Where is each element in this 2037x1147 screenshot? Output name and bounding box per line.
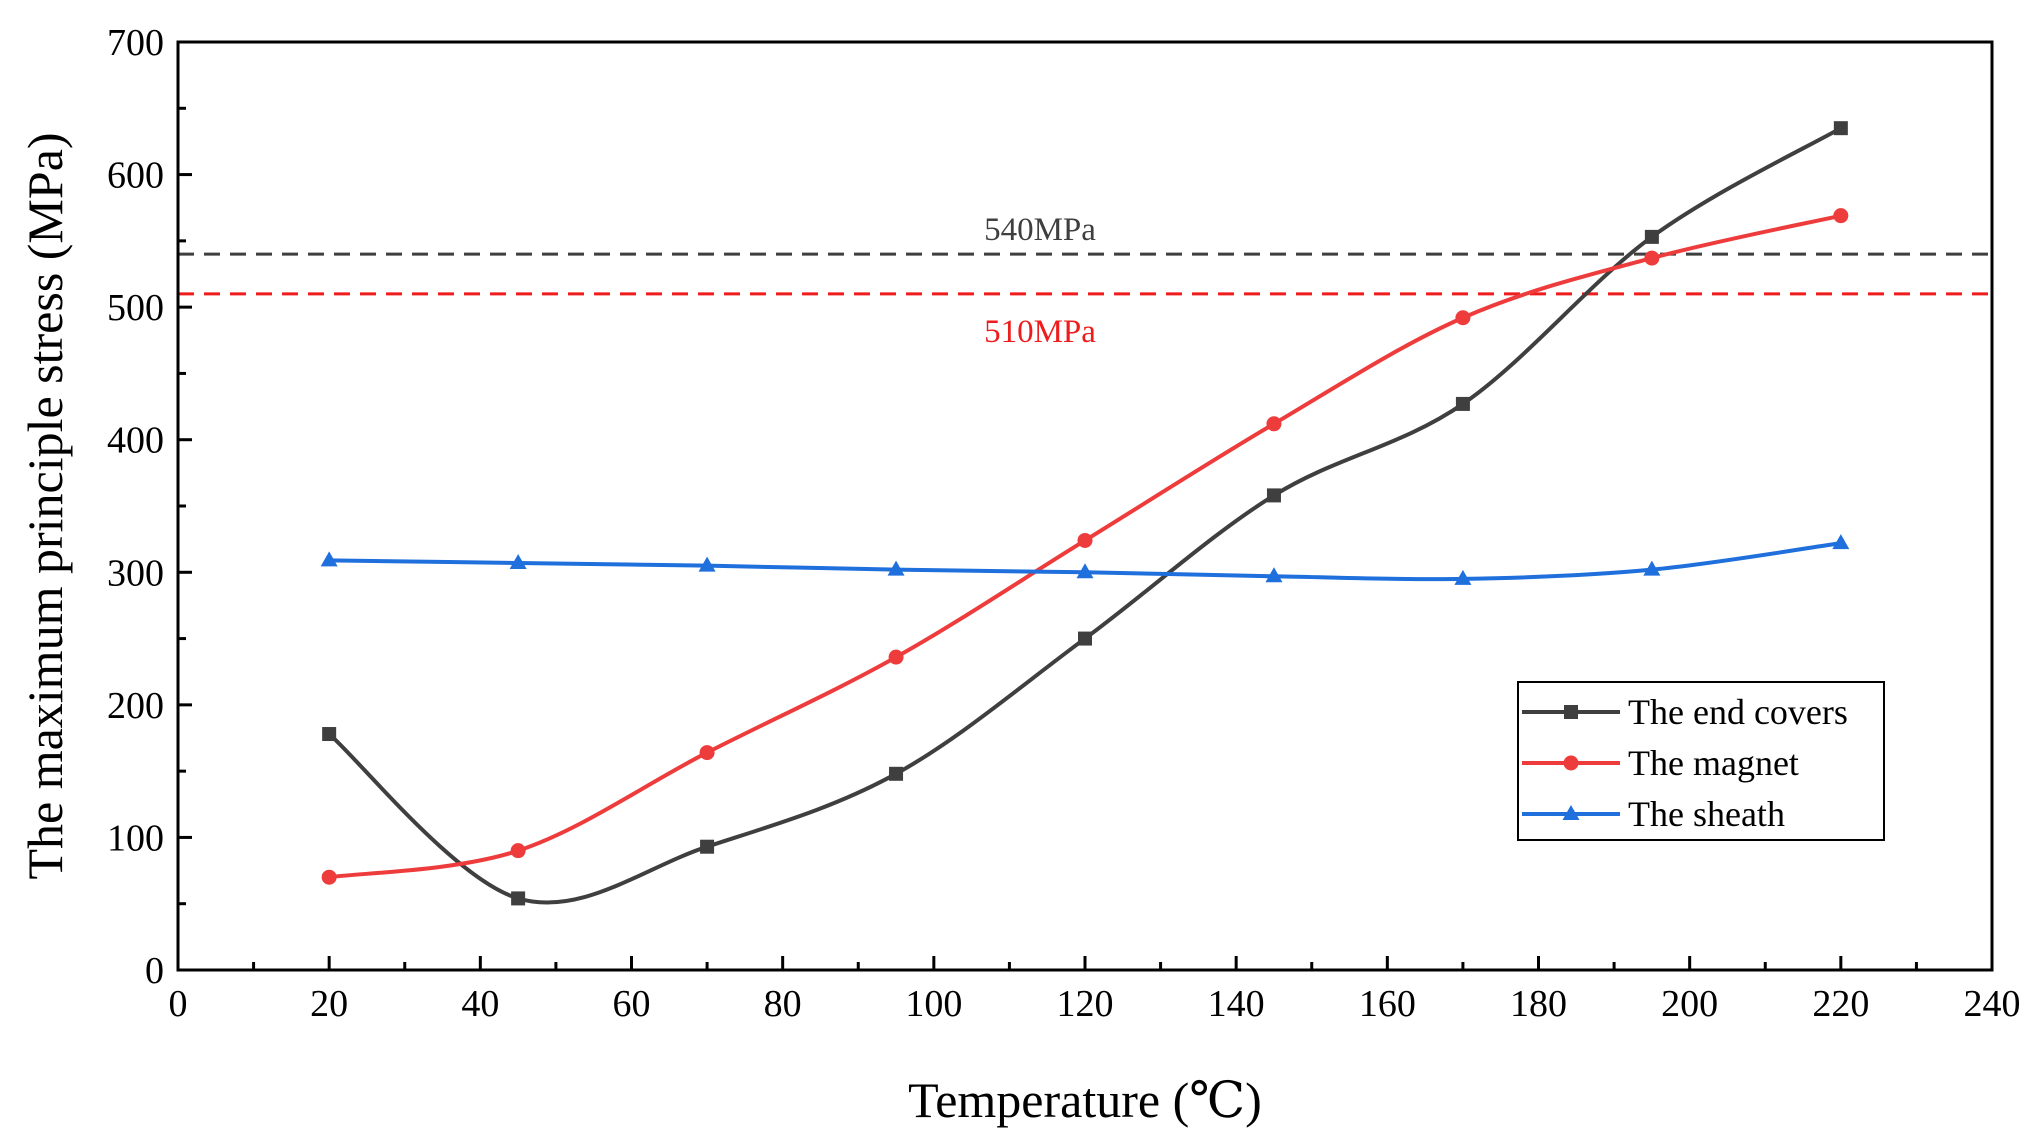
y-tick-label: 600 [107,155,164,197]
data-point [1078,631,1092,646]
data-point [1643,560,1661,576]
data-point [320,551,338,567]
x-tick-label: 240 [1964,983,2021,1025]
reference-line-label: 510MPa [984,314,1096,350]
y-tick-label: 700 [107,22,164,64]
y-tick-label: 300 [107,552,164,594]
y-axis-title: The maximum principle stress (MPa) [17,132,73,879]
y-tick-label: 400 [107,420,164,462]
x-tick-label: 20 [310,983,348,1025]
data-point [887,560,905,576]
x-tick-label: 60 [613,983,651,1025]
x-tick-label: 220 [1812,983,1869,1025]
x-tick-label: 120 [1057,983,1114,1025]
x-tick-label: 100 [905,983,962,1025]
x-tick-label: 140 [1208,983,1265,1025]
x-axis-title: Temperature (℃) [908,1072,1262,1128]
data-point [509,554,527,570]
data-point [700,839,715,854]
data-point [1644,250,1660,266]
data-point [1266,416,1282,432]
data-point [1077,532,1093,548]
data-point [1266,488,1281,503]
legend-swatch-marker [1563,755,1579,771]
reference-line-label: 540MPa [984,212,1096,248]
x-tick-label: 160 [1359,983,1416,1025]
x-tick-label: 40 [461,983,499,1025]
x-axis: 0 20 40 60 80 100 120 140 160 180 200 220 240 [169,956,2021,1025]
data-point [1265,567,1283,583]
legend-swatch-marker [1564,705,1578,719]
data-point [1076,563,1094,579]
legend-label: The magnet [1628,743,1799,783]
x-tick-label: 80 [764,983,802,1025]
data-point [699,745,715,761]
x-tick-label: 200 [1661,983,1718,1025]
data-point [1833,208,1849,224]
series-layer [320,121,1850,906]
data-point [321,869,337,885]
y-tick-label: 500 [107,287,164,329]
y-tick-label: 0 [145,950,164,992]
data-point [1455,396,1470,411]
legend-label: The sheath [1628,794,1785,834]
x-tick-label: 180 [1510,983,1567,1025]
data-point [1455,310,1471,326]
series-2 [321,208,1849,885]
legend-item: The end covers [1522,692,1848,732]
y-tick-label: 100 [107,817,164,859]
legend-item: The sheath [1522,794,1785,834]
legend: The end covers The magnet The sheath [1517,681,1885,841]
reference-lines: 540MPa 510MPa [178,212,1992,350]
y-axis: 0 100 200 300 400 500 600 700 [107,22,192,992]
legend-swatch-marker [1562,805,1580,820]
data-point [510,843,526,859]
data-point [511,891,526,906]
legend-item: The magnet [1522,743,1799,783]
data-point [1644,229,1659,244]
series-1 [322,121,1848,906]
data-point [322,727,337,742]
data-point [888,649,904,665]
legend-label: The end covers [1628,692,1848,732]
y-tick-label: 200 [107,685,164,727]
data-point [698,556,716,572]
data-point [889,766,904,781]
data-point [1833,121,1848,136]
data-point [1454,569,1472,585]
x-tick-label: 0 [169,983,188,1025]
data-point [1832,534,1850,550]
series-3 [320,534,1850,585]
